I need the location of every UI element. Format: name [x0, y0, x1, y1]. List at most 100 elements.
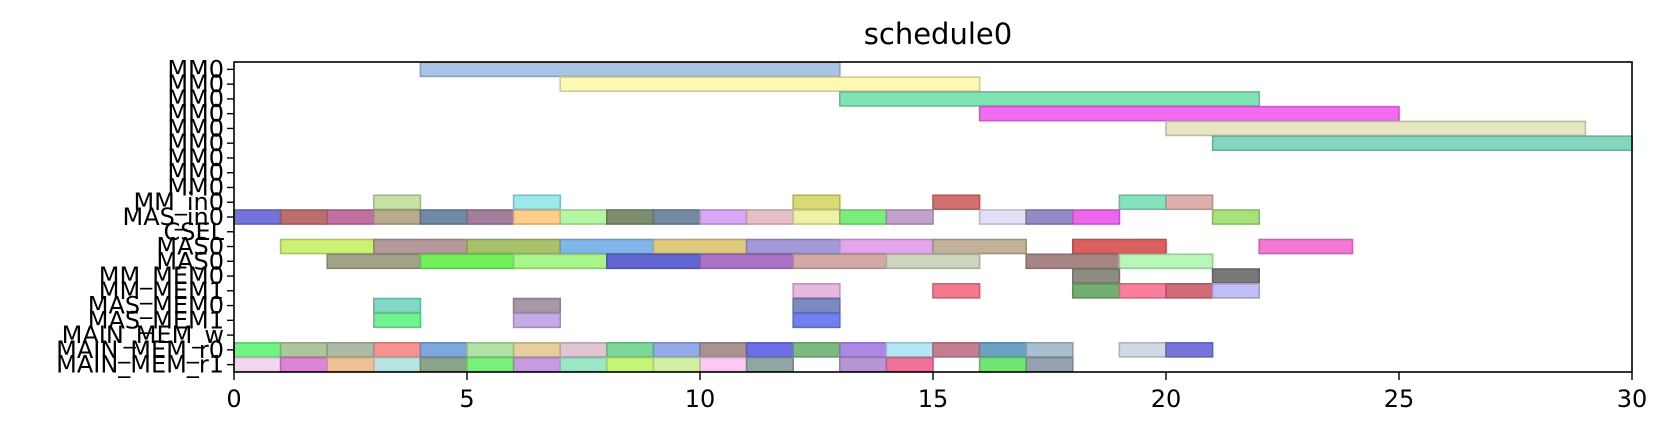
x-tick-label: 30	[1617, 385, 1648, 413]
x-tick-label: 5	[459, 385, 474, 413]
task-bar	[512, 209, 561, 225]
x-tick-label: 0	[226, 385, 241, 413]
task-bar	[372, 238, 468, 255]
task-bar	[233, 342, 282, 358]
task-bar	[1118, 253, 1214, 270]
y-tick-label: MAIN_MEM_w	[62, 321, 224, 349]
task-bar	[326, 342, 375, 358]
task-bar	[978, 105, 1400, 122]
task-bar	[512, 194, 561, 211]
task-bar	[978, 342, 1027, 358]
y-tick-label: MM_MEM1	[99, 277, 224, 305]
y-tick-label: MAS_in0	[122, 203, 224, 231]
task-bar	[372, 312, 422, 329]
task-bar	[372, 342, 422, 358]
task-bars	[233, 61, 1633, 373]
task-bar	[1165, 194, 1214, 211]
y-tick-label: MM0	[167, 159, 224, 187]
task-bar	[466, 342, 515, 358]
y-tick-label: MAS_MEM1	[88, 306, 224, 334]
task-bar	[792, 282, 841, 299]
y-tick-label: MM0	[167, 55, 224, 83]
task-bar	[1072, 209, 1121, 225]
y-tick-label: MM0	[167, 70, 224, 98]
task-bar	[792, 342, 841, 358]
task-bar	[512, 312, 561, 329]
task-bar	[559, 342, 608, 358]
task-bar	[512, 297, 561, 314]
task-bar	[699, 209, 748, 225]
task-bar	[1118, 194, 1167, 211]
task-bar	[792, 253, 888, 270]
task-bar	[1165, 282, 1214, 299]
y-axis: MM0MM0MM0MM0MM0MM0MM0MM0MM0MM_in0MAS_in0…	[56, 55, 234, 379]
x-axis: 0 5 10 15 20 25 30	[226, 372, 1647, 413]
task-bar	[838, 356, 888, 373]
task-bar	[792, 297, 841, 314]
task-bar	[1072, 268, 1121, 284]
task-bar	[466, 209, 515, 225]
chart-title: schedule0	[864, 17, 1012, 51]
y-tick-label: MM0	[167, 173, 224, 201]
task-bar	[699, 356, 748, 373]
task-bar	[419, 61, 841, 78]
task-bar	[1025, 356, 1074, 373]
task-bar	[792, 312, 841, 329]
task-bar	[605, 209, 655, 225]
task-bar	[605, 253, 701, 270]
task-bar	[466, 356, 515, 373]
task-bar	[1165, 342, 1214, 358]
y-tick-label: MM0	[167, 100, 224, 128]
task-bar	[699, 342, 748, 358]
y-tick-label: MM0	[167, 85, 224, 113]
task-bar	[885, 209, 934, 225]
task-bar	[792, 209, 841, 225]
task-bar	[512, 253, 608, 270]
task-bar	[559, 209, 608, 225]
task-bar	[1025, 342, 1074, 358]
task-bar	[1072, 238, 1167, 255]
plot-frame	[233, 61, 1633, 373]
task-bar	[372, 209, 422, 225]
task-bar	[279, 342, 329, 358]
task-bar	[745, 238, 841, 255]
y-tick-label: MM0	[167, 144, 224, 172]
task-bar	[233, 356, 282, 373]
task-bar	[372, 297, 422, 314]
task-bar	[419, 342, 468, 358]
task-bar	[605, 342, 655, 358]
y-tick-label: MM0	[167, 114, 224, 142]
task-bar	[978, 356, 1027, 373]
task-bar	[512, 342, 561, 358]
y-tick-label: MAIN_MEM_r1	[56, 351, 224, 379]
task-bar	[372, 356, 422, 373]
x-tick-label: 15	[918, 385, 949, 413]
x-tick-label: 10	[685, 385, 716, 413]
task-bar	[838, 238, 934, 255]
task-bar	[279, 238, 375, 255]
task-bar	[279, 209, 329, 225]
task-bar	[233, 209, 282, 225]
task-bar	[1025, 253, 1121, 270]
y-tick-label: MAS0	[156, 247, 224, 275]
task-bar	[605, 356, 655, 373]
task-bar	[512, 356, 561, 373]
task-bar	[745, 209, 794, 225]
task-bar	[326, 209, 375, 225]
task-bar	[1211, 209, 1260, 225]
task-bar	[932, 238, 1027, 255]
task-bar	[932, 194, 981, 211]
task-bar	[372, 194, 422, 211]
y-tick-label: MAS_MEM0	[88, 292, 224, 320]
task-bar	[745, 342, 794, 358]
y-tick-label: CSEL	[163, 218, 224, 246]
task-bar	[1118, 282, 1167, 299]
task-bar	[652, 238, 748, 255]
task-bar	[326, 356, 375, 373]
y-tick-label: MM_in0	[133, 188, 224, 216]
task-bar	[1258, 238, 1354, 255]
task-bar	[279, 356, 329, 373]
task-bar	[1211, 268, 1260, 284]
task-bar	[885, 253, 981, 270]
task-bar	[419, 356, 468, 373]
